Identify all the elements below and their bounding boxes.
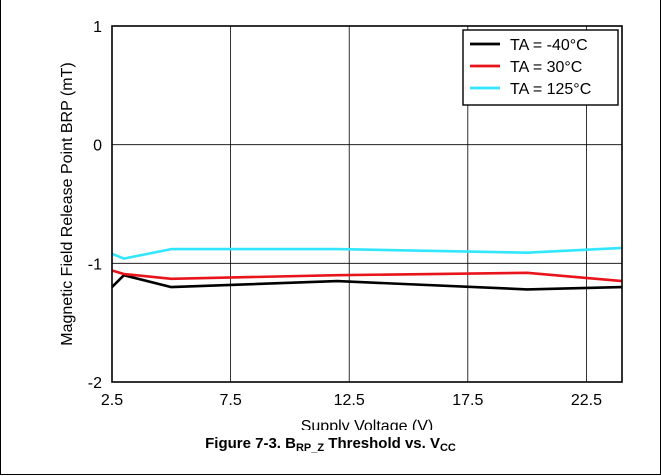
x-tick-label: 17.5 — [452, 392, 483, 409]
y-tick-label: 1 — [93, 19, 102, 36]
y-tick-label: -1 — [88, 256, 102, 273]
legend-box — [462, 29, 619, 106]
x-tick-label: 22.5 — [571, 392, 602, 409]
legend: TA = -40°C TA = 30°C TA = 125°C — [462, 29, 619, 106]
y-tick-label: 0 — [93, 138, 102, 155]
x-tick-label: 2.5 — [101, 392, 123, 409]
series-lines — [111, 246, 623, 291]
x-tick-labels: 2.5 7.5 12.5 17.5 22.5 — [101, 392, 602, 409]
y-tick-label: -2 — [88, 375, 102, 392]
series-line-1 — [111, 269, 623, 283]
legend-label-2: TA = 125°C — [510, 81, 591, 98]
x-axis-label: Supply Voltage (V) — [301, 418, 434, 430]
caption-sub-cc: CC — [439, 442, 456, 454]
series-line-0 — [111, 273, 623, 291]
x-tick-label: 7.5 — [219, 392, 241, 409]
legend-label-1: TA = 30°C — [510, 59, 582, 76]
legend-label-0: TA = -40°C — [510, 37, 588, 54]
y-axis-label: Magnetic Field Release Point BRP (mT) — [59, 62, 76, 345]
y-tick-labels: 1 0 -1 -2 — [88, 19, 102, 392]
caption-middle: Threshold vs. V — [324, 435, 440, 452]
series-line-2 — [111, 246, 623, 260]
chart: 2.5 7.5 12.5 17.5 22.5 1 0 -1 -2 Supply Voltage… — [59, 19, 623, 430]
caption-prefix: Figure 7-3. B — [205, 435, 296, 452]
caption-sub-rpz: RP_Z — [295, 442, 325, 454]
x-tick-label: 12.5 — [334, 392, 365, 409]
figure-caption: Figure 7-3. BRP_Z Threshold vs. VCC — [0, 435, 661, 454]
plot-border — [111, 25, 623, 383]
